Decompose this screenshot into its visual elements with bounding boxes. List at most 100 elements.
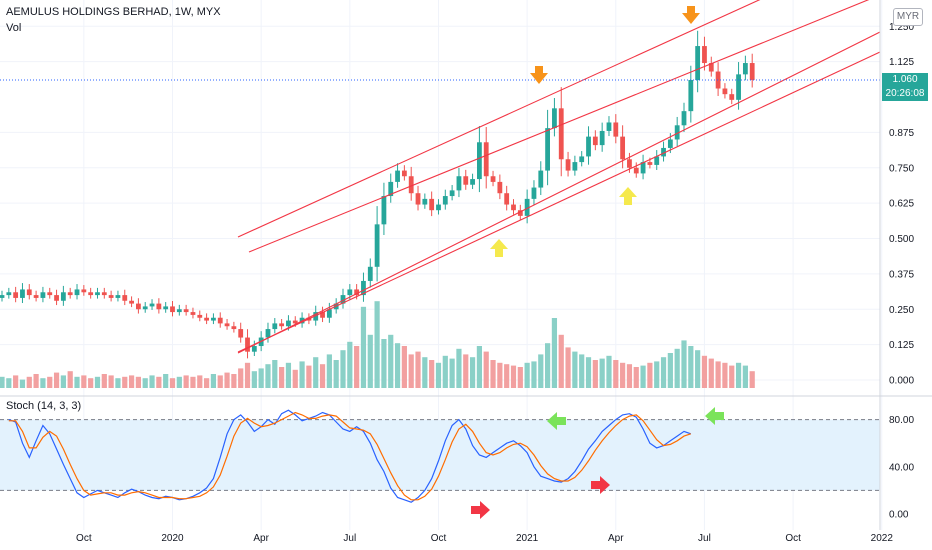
candle-96 (654, 156, 660, 165)
candle-77 (524, 198, 530, 216)
volume-bar-2 (13, 375, 19, 388)
candle-4 (26, 289, 32, 296)
volume-bar-81 (551, 318, 558, 388)
volume-bar-8 (53, 372, 60, 388)
volume-bar-18 (122, 376, 128, 388)
candle-10 (67, 292, 73, 296)
candle-8 (54, 295, 59, 301)
candle-21 (142, 306, 148, 310)
candles[interactable] (0, 30, 755, 359)
candle-85 (579, 156, 585, 163)
time-tick-0: Oct (76, 533, 92, 544)
stoch-tick-0: 0.00 (889, 510, 909, 521)
volume-bar-57 (388, 334, 394, 388)
price-axis[interactable]: 0.000 0.125 0.250 0.375 0.500 0.625 0.750 0.875… (889, 22, 914, 387)
trend-channels[interactable] (237, 0, 881, 354)
candle-58 (395, 170, 400, 182)
volume-bar-33 (224, 372, 230, 388)
arrow-down-1 (530, 66, 548, 84)
candle-68 (463, 176, 469, 185)
volume-bar-88 (599, 358, 605, 388)
volume-bar-78 (531, 361, 537, 388)
currency-button[interactable]: MYR (893, 8, 923, 26)
candle-80 (545, 128, 550, 171)
candle-39 (265, 329, 271, 338)
candle-79 (538, 170, 544, 188)
volume-bar-51 (347, 341, 353, 388)
candle-40 (272, 323, 278, 330)
volume-bar-95 (647, 362, 653, 388)
candle-101 (688, 80, 694, 112)
volume-bar-104 (708, 358, 714, 388)
candle-110 (749, 63, 755, 81)
candle-60 (408, 176, 414, 194)
volume-bar-72 (490, 360, 496, 388)
volume-bar-31 (210, 374, 217, 388)
candle-106 (722, 88, 728, 95)
arrow-up-2 (619, 187, 637, 205)
volume-bar-87 (592, 360, 598, 388)
volume-bar-58 (394, 343, 401, 388)
candle-6 (40, 292, 46, 298)
volume-bar-75 (510, 365, 517, 388)
volume-bar-42 (285, 362, 292, 388)
volume-bar-29 (197, 375, 203, 388)
candle-16 (108, 295, 114, 298)
price-tick-8: 1.125 (889, 57, 914, 68)
volume-bar-82 (558, 334, 564, 388)
candle-87 (592, 136, 598, 146)
candle-84 (572, 162, 578, 171)
candle-97 (661, 147, 666, 157)
candle-55 (374, 224, 380, 267)
volume-bar-45 (306, 365, 312, 388)
candle-43 (292, 320, 298, 324)
candle-107 (729, 94, 735, 100)
price-tick-3: 0.375 (889, 269, 914, 280)
stoch-axis[interactable]: 0.00 40.00 80.00 (889, 415, 914, 520)
candle-23 (156, 303, 162, 310)
volume-bar-55 (374, 301, 380, 388)
volume-bar-83 (565, 347, 571, 388)
volume-bar-110 (749, 371, 755, 388)
candle-69 (470, 179, 475, 185)
candle-20 (136, 303, 141, 310)
candle-37 (251, 346, 257, 352)
volume-bar-71 (483, 351, 489, 388)
candle-56 (381, 196, 387, 225)
time-tick-8: Oct (785, 533, 801, 544)
candle-0 (0, 295, 5, 298)
candle-103 (702, 46, 707, 64)
volume-bar-47 (319, 364, 326, 388)
candle-19 (129, 300, 134, 304)
volume-bar-89 (606, 355, 612, 388)
channel-line-0 (237, 0, 761, 238)
price-tick-6: 0.750 (889, 163, 914, 174)
volume-bar-92 (626, 364, 633, 388)
candle-95 (647, 162, 653, 165)
candle-109 (742, 63, 748, 75)
volume-bar-60 (408, 354, 414, 388)
price-tick-0: 0.000 (889, 376, 914, 387)
volume-bar-1 (6, 378, 12, 388)
volume-bar-101 (688, 346, 694, 388)
candle-102 (695, 46, 701, 81)
volume-bar-94 (640, 365, 646, 388)
stoch-label: Stoch (14, 3, 3) (6, 400, 82, 412)
candle-18 (122, 295, 128, 301)
volume-bar-35 (238, 368, 244, 388)
volume-bar-24 (163, 374, 169, 388)
candle-99 (674, 125, 680, 140)
candle-14 (95, 292, 100, 296)
volume-bar-11 (74, 376, 80, 388)
arrow-left-1 (547, 412, 566, 430)
volume-bar-21 (142, 378, 148, 388)
candle-65 (442, 196, 448, 205)
candle-34 (231, 326, 237, 330)
candle-35 (238, 329, 244, 338)
time-axis[interactable]: Oct 2020 Apr Jul Oct 2021 Apr Jul Oct 2022 (76, 533, 893, 544)
channel-line-1 (248, 0, 870, 253)
volume-bar-102 (695, 350, 701, 388)
candle-92 (627, 159, 632, 168)
volume-bar-96 (654, 361, 660, 388)
